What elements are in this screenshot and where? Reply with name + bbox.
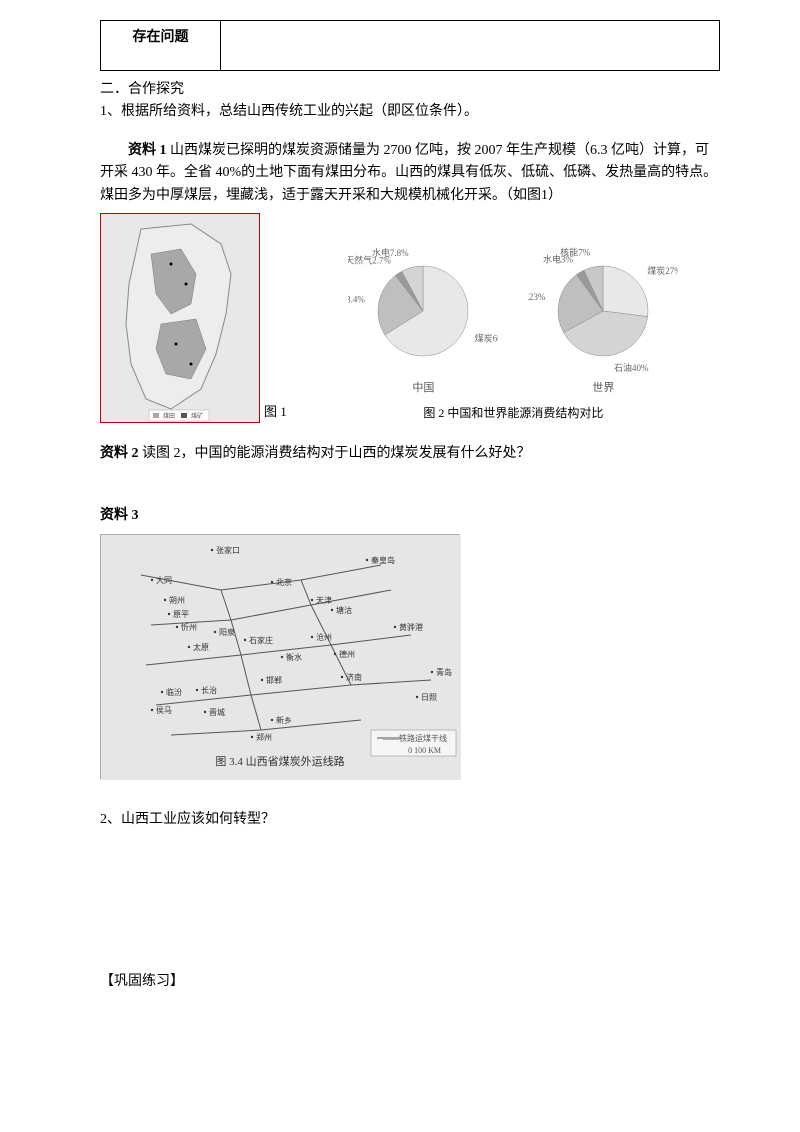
svg-text:核能7%: 核能7% <box>561 247 592 258</box>
pie-china-label: 中国 <box>412 380 434 398</box>
material-1-paragraph: 资料 1 山西煤炭已探明的煤炭资源储量为 2700 亿吨，按 2007 年生产规… <box>100 140 720 207</box>
shanxi-map-svg: 煤田 煤矿 <box>101 214 261 424</box>
svg-text:日照: 日照 <box>421 693 437 702</box>
svg-text:煤田: 煤田 <box>163 412 175 420</box>
section-2-heading: 二．合作探究 <box>100 79 720 101</box>
svg-text:衡水: 衡水 <box>286 652 302 662</box>
svg-text:黄骅港: 黄骅港 <box>399 622 423 632</box>
material-3-label: 资料 3 <box>100 505 720 527</box>
material-2-text: 读图 2，中国的能源消费结构对于山西的煤炭发展有什么好处？ <box>139 446 531 461</box>
pie-charts-row: 煤炭66.1%石油23.4%天然气2.7%水电7.8% 中国 煤炭27%石油40… <box>348 246 678 398</box>
material-1-label: 资料 1 <box>128 143 167 158</box>
pie-china: 煤炭66.1%石油23.4%天然气2.7%水电7.8% <box>348 246 498 376</box>
svg-text:德州: 德州 <box>339 649 355 659</box>
svg-text:北京: 北京 <box>276 577 292 587</box>
svg-text:煤炭66.1%: 煤炭66.1% <box>475 333 498 344</box>
svg-text:忻州: 忻州 <box>181 622 197 632</box>
problem-content-cell <box>221 21 720 71</box>
svg-text:长治: 长治 <box>201 685 217 695</box>
question-1: 1、根据所给资料，总结山西传统工业的兴起（即区位条件）。 <box>100 101 720 123</box>
svg-text:侯马: 侯马 <box>156 706 172 715</box>
figure-2-wrap: 煤炭66.1%石油23.4%天然气2.7%水电7.8% 中国 煤炭27%石油40… <box>307 246 720 423</box>
svg-text:张家口: 张家口 <box>216 545 240 555</box>
pie-world-block: 煤炭27%石油40%天然气23%水电3%核能7% 世界 <box>528 246 678 398</box>
pie-world-label: 世界 <box>592 380 614 398</box>
rail-scale-text: 0 100 KM <box>408 745 441 758</box>
svg-text:石家庄: 石家庄 <box>249 635 273 645</box>
svg-text:水电7.8%: 水电7.8% <box>372 247 409 258</box>
figure-1-caption: 图 1 <box>264 402 287 423</box>
svg-text:邯郸: 邯郸 <box>266 675 282 685</box>
svg-text:新乡: 新乡 <box>276 715 292 725</box>
practice-heading: 【巩固练习】 <box>100 971 720 993</box>
svg-text:沧州: 沧州 <box>316 632 332 642</box>
rail-map-caption: 图 3.4 山西省煤炭外运线路 <box>215 754 344 772</box>
material-2-paragraph: 资料 2 读图 2，中国的能源消费结构对于山西的煤炭发展有什么好处？ <box>100 443 720 465</box>
pie-world: 煤炭27%石油40%天然气23%水电3%核能7% <box>528 246 678 376</box>
svg-text:石油40%: 石油40% <box>614 362 649 373</box>
question-2: 2、山西工业应该如何转型？ <box>100 809 720 831</box>
problem-table: 存在问题 <box>100 20 720 71</box>
svg-text:煤炭27%: 煤炭27% <box>648 265 679 276</box>
svg-text:大同: 大同 <box>156 575 172 585</box>
svg-text:秦皇岛: 秦皇岛 <box>371 555 395 565</box>
svg-text:石油23.4%: 石油23.4% <box>348 294 365 305</box>
pie-china-block: 煤炭66.1%石油23.4%天然气2.7%水电7.8% 中国 <box>348 246 498 398</box>
material-2-label: 资料 2 <box>100 446 139 461</box>
figure-2-caption: 图 2 中国和世界能源消费结构对比 <box>423 404 603 423</box>
problem-label: 存在问题 <box>133 30 189 45</box>
shanxi-map: 煤田 煤矿 <box>100 213 260 423</box>
svg-text:塘沽: 塘沽 <box>336 605 352 615</box>
svg-text:太原: 太原 <box>193 642 209 652</box>
svg-text:原平: 原平 <box>173 610 189 619</box>
svg-text:天然气23%: 天然气23% <box>528 291 546 302</box>
problem-label-cell: 存在问题 <box>101 21 221 71</box>
rail-map: 张家口秦皇岛北京天津塘沽 大同朔州忻州 原平太原 石家庄 阳泉沧州 黄骅港德州 衡水长治晋城… <box>100 534 460 779</box>
svg-text:临汾: 临汾 <box>166 687 182 697</box>
figure-row-1: 煤田 煤矿 图 1 煤炭66.1%石油23.4%天然气2.7%水电7.8% 中国… <box>100 213 720 423</box>
svg-text:郑州: 郑州 <box>256 732 272 742</box>
svg-text:济南: 济南 <box>346 672 362 682</box>
svg-text:阳泉: 阳泉 <box>219 627 235 637</box>
svg-text:晋城: 晋城 <box>209 708 225 717</box>
material-1-text: 山西煤炭已探明的煤炭资源储量为 2700 亿吨，按 2007 年生产规模（6.3… <box>100 143 717 203</box>
svg-text:天津: 天津 <box>316 595 332 605</box>
rail-legend-text: ——铁路运煤干线 <box>383 733 447 746</box>
svg-text:青岛: 青岛 <box>436 667 452 677</box>
svg-text:朔州: 朔州 <box>169 595 185 605</box>
svg-text:煤矿: 煤矿 <box>191 412 203 420</box>
figure-1-wrap: 煤田 煤矿 图 1 <box>100 213 287 423</box>
